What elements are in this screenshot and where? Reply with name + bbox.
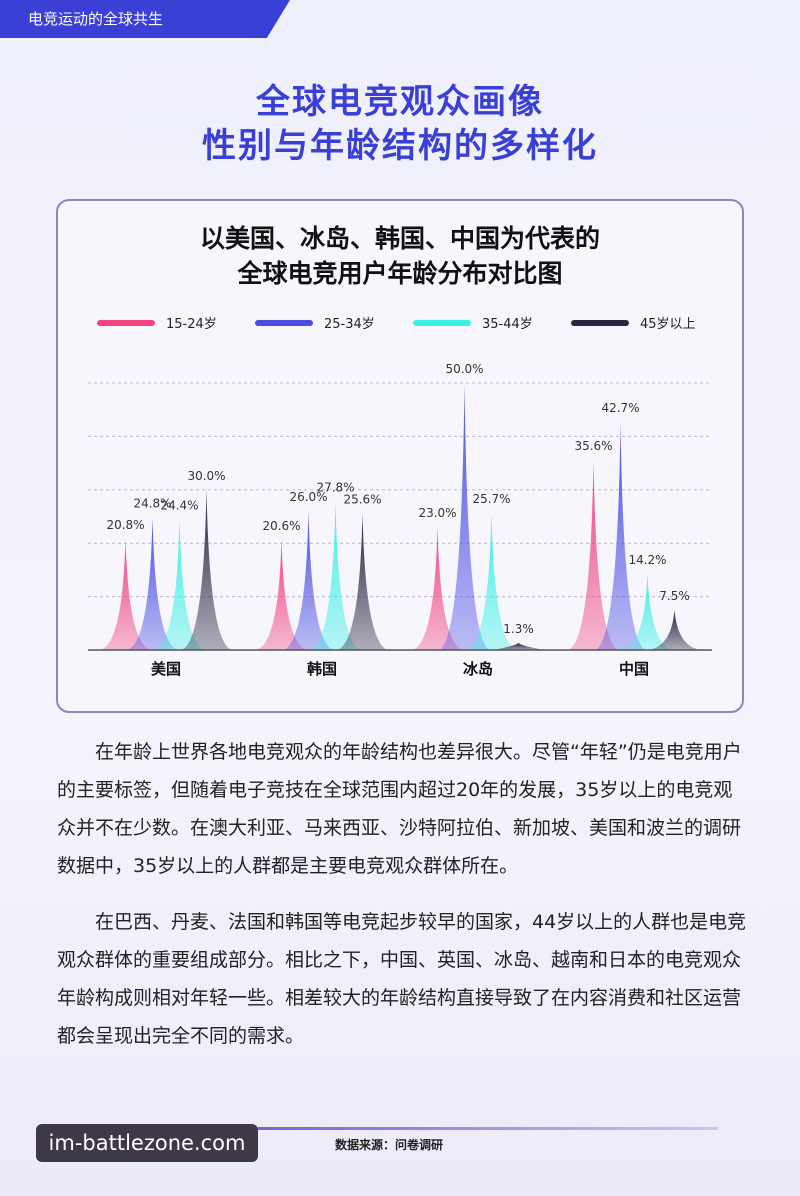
source: 数据来源：问卷调研: [335, 1138, 444, 1152]
bar: [411, 527, 464, 650]
paragraph: 在年龄上世界各地电竞观众的年龄结构也差异很大。尽管“年轻”仍是电竞用户的主要标签…: [57, 741, 742, 877]
chart: 以美国、冰岛、韩国、中国为代表的 全球电竞用户年龄分布对比图 15-24岁 25-…: [56, 199, 744, 713]
value-label: 1.3%: [503, 622, 534, 636]
value-label: 24.8%: [133, 497, 171, 511]
value-label: 25.7%: [472, 492, 510, 506]
value-label: 7.5%: [659, 589, 690, 603]
value-label: 23.0%: [418, 506, 456, 520]
bar: [282, 511, 335, 650]
chart-panel: [56, 199, 744, 713]
chart-title: 全球电竞用户年龄分布对比图: [236, 259, 562, 288]
legend-label: 45岁以上: [640, 317, 696, 332]
bar: [99, 538, 152, 650]
legend-label: 15-24岁: [166, 317, 217, 332]
chart-title: 以美国、冰岛、韩国、中国为代表的: [200, 224, 600, 253]
bar: [309, 501, 362, 650]
value-label: 42.7%: [601, 401, 639, 415]
x-tick-label: 韩国: [307, 660, 337, 678]
bar: [621, 574, 674, 650]
bar: [180, 489, 233, 650]
x-tick-label: 冰岛: [463, 660, 493, 678]
x-tick-label: 中国: [619, 660, 649, 678]
bar: [492, 643, 545, 650]
bar: [255, 539, 308, 650]
value-label: 26.0%: [289, 490, 327, 504]
x-tick-label: 美国: [151, 660, 181, 678]
value-label: 24.4%: [160, 499, 198, 513]
bar: [594, 421, 647, 650]
value-label: 20.8%: [106, 518, 144, 532]
value-label: 27.8%: [316, 481, 354, 495]
paragraph: 在巴西、丹麦、法国和韩国等电竞起步较早的国家，44岁以上的人群也是电竞观众群体的…: [57, 911, 747, 1047]
bar: [126, 517, 179, 650]
bar: [336, 513, 389, 650]
bar: [153, 519, 206, 650]
page-title: 全球电竞观众画像: [256, 82, 544, 122]
bar: [465, 512, 518, 650]
value-label: 14.2%: [628, 553, 666, 567]
value-label: 50.0%: [445, 362, 483, 376]
page-subtitle: 性别与年龄结构的多样化: [202, 126, 598, 166]
bar: [648, 609, 701, 650]
header-tag: 电竞运动的全球共生: [0, 0, 290, 38]
value-label: 25.6%: [343, 492, 381, 506]
value-label: 35.6%: [574, 439, 612, 453]
legend-label: 25-34岁: [324, 317, 375, 332]
watermark: im-battlezone.com: [36, 1124, 258, 1162]
legend-label: 35-44岁: [482, 317, 533, 332]
bar: [567, 459, 620, 650]
value-label: 20.6%: [262, 519, 300, 533]
value-label: 30.0%: [187, 469, 225, 483]
divider: [258, 1127, 718, 1130]
bar: [438, 383, 491, 650]
